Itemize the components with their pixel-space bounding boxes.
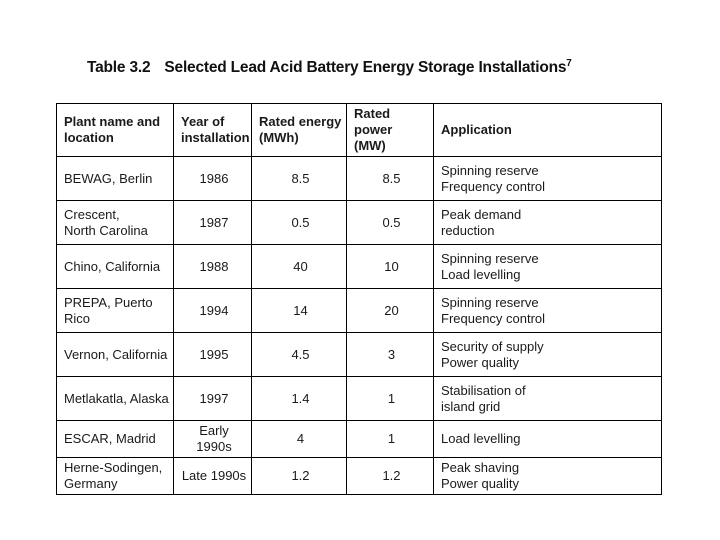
cell-year: Late 1990s <box>173 457 252 495</box>
footnote-reference: 7 <box>566 57 572 69</box>
cell-plant: Metlakatla, Alaska <box>56 376 174 421</box>
cell-energy: 8.5 <box>251 156 347 201</box>
table-number: Table 3.2 <box>87 59 151 76</box>
cell-energy: 0.5 <box>251 200 347 245</box>
table-row: ESCAR, Madrid Early 1990s 4 1 Load level… <box>56 420 662 458</box>
cell-power: 1 <box>346 420 434 458</box>
table-row: Chino, California 1988 40 10 Spinning re… <box>56 244 662 289</box>
cell-plant: Vernon, California <box>56 332 174 377</box>
column-header-year: Year of installation <box>173 103 252 157</box>
cell-year: Early 1990s <box>173 420 252 458</box>
cell-energy: 4 <box>251 420 347 458</box>
cell-power: 20 <box>346 288 434 333</box>
column-header-power: Rated power (MW) <box>346 103 434 157</box>
table-row: BEWAG, Berlin 1986 8.5 8.5 Spinning rese… <box>56 156 662 201</box>
cell-power: 3 <box>346 332 434 377</box>
column-header-application: Application <box>433 103 662 157</box>
cell-application: Spinning reserve Load levelling <box>433 244 662 289</box>
cell-year: 1988 <box>173 244 252 289</box>
cell-application: Stabilisation of island grid <box>433 376 662 421</box>
cell-power: 8.5 <box>346 156 434 201</box>
cell-power: 1.2 <box>346 457 434 495</box>
cell-energy: 14 <box>251 288 347 333</box>
cell-power: 10 <box>346 244 434 289</box>
cell-year: 1987 <box>173 200 252 245</box>
table-row: Metlakatla, Alaska 1997 1.4 1 Stabilisat… <box>56 376 662 421</box>
cell-application: Security of supply Power quality <box>433 332 662 377</box>
cell-plant: BEWAG, Berlin <box>56 156 174 201</box>
cell-application: Peak demand reduction <box>433 200 662 245</box>
cell-application: Spinning reserve Frequency control <box>433 156 662 201</box>
cell-plant: PREPA, Puerto Rico <box>56 288 174 333</box>
cell-year: 1986 <box>173 156 252 201</box>
cell-plant: Chino, California <box>56 244 174 289</box>
cell-application: Peak shaving Power quality <box>433 457 662 495</box>
table-title: Table 3.2 Selected Lead Acid Battery Ener… <box>87 57 572 77</box>
cell-plant: Herne-Sodingen, Germany <box>56 457 174 495</box>
cell-year: 1995 <box>173 332 252 377</box>
cell-energy: 1.4 <box>251 376 347 421</box>
column-header-energy: Rated energy (MWh) <box>251 103 347 157</box>
column-header-plant: Plant name and location <box>56 103 174 157</box>
table-row: Herne-Sodingen, Germany Late 1990s 1.2 1… <box>56 457 662 495</box>
cell-energy: 1.2 <box>251 457 347 495</box>
cell-plant: Crescent, North Carolina <box>56 200 174 245</box>
cell-plant: ESCAR, Madrid <box>56 420 174 458</box>
cell-energy: 40 <box>251 244 347 289</box>
cell-year: 1994 <box>173 288 252 333</box>
installations-table: Plant name and location Year of installa… <box>56 103 662 495</box>
cell-power: 0.5 <box>346 200 434 245</box>
cell-application: Spinning reserve Frequency control <box>433 288 662 333</box>
cell-application: Load levelling <box>433 420 662 458</box>
cell-energy: 4.5 <box>251 332 347 377</box>
cell-power: 1 <box>346 376 434 421</box>
cell-year: 1997 <box>173 376 252 421</box>
table-row: Crescent, North Carolina 1987 0.5 0.5 Pe… <box>56 200 662 245</box>
table-row: PREPA, Puerto Rico 1994 14 20 Spinning r… <box>56 288 662 333</box>
table-row: Vernon, California 1995 4.5 3 Security o… <box>56 332 662 377</box>
table-title-text: Selected Lead Acid Battery Energy Storag… <box>164 59 567 76</box>
table-header-row: Plant name and location Year of installa… <box>56 103 662 157</box>
